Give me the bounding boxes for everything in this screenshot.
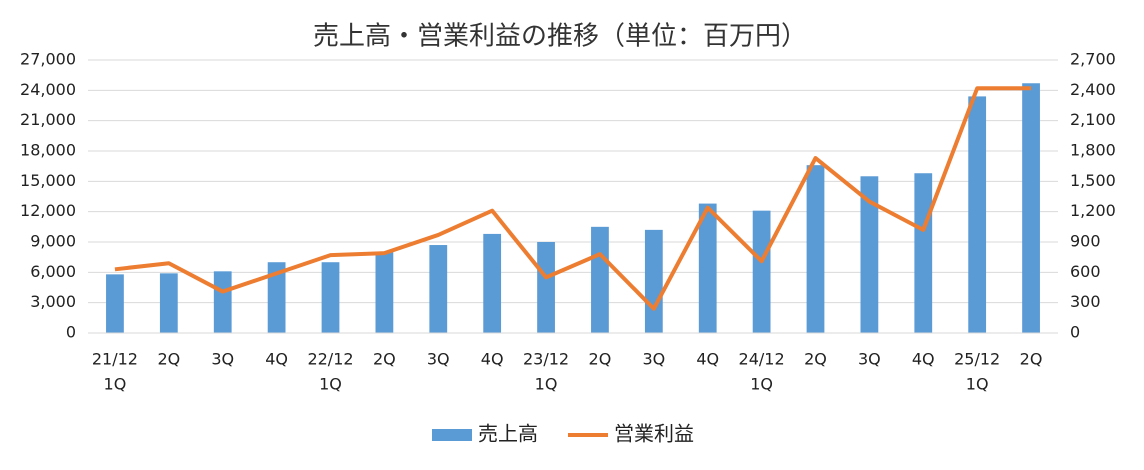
bar [429, 245, 448, 333]
y-tick-label: 15,000 [20, 171, 76, 190]
y-tick-label: 18,000 [20, 141, 76, 160]
x-tick-label: 3Q [642, 350, 665, 369]
y2-tick-label: 2,100 [1070, 110, 1116, 129]
bar [483, 233, 502, 333]
bar [106, 274, 124, 333]
y-tick-label: 9,000 [30, 232, 76, 251]
y2-tick-label: 2,700 [1070, 50, 1116, 69]
line [114, 86, 1032, 311]
y2-tick-label: 300 [1070, 292, 1101, 311]
bar [914, 173, 933, 333]
x-tick-label: 24/12 [739, 350, 785, 369]
y-tick-label: 12,000 [20, 201, 76, 220]
x-tick-label: 2Q [804, 350, 827, 369]
x-tick-label: 3Q [858, 350, 881, 369]
chart-title: 売上高・営業利益の推移（単位：百万円） [313, 22, 807, 52]
bar [968, 96, 987, 334]
x-tick-label: 23/12 [523, 350, 569, 369]
x-tick-label: 1Q [104, 375, 127, 394]
x-tick-label: 4Q [265, 350, 288, 369]
y-tick-label: 3,000 [30, 292, 76, 311]
x-tick-label: 2Q [1020, 350, 1043, 369]
y2-tick-label: 1,500 [1070, 171, 1116, 190]
y2-tick-label: 600 [1070, 262, 1101, 281]
x-tick-label: 4Q [696, 350, 719, 369]
y2-tick-label: 1,200 [1070, 201, 1116, 220]
bar [644, 229, 663, 333]
y2-tick-label: 2,400 [1070, 80, 1116, 99]
x-tick-label: 1Q [319, 375, 342, 394]
x-tick-label: 2Q [373, 350, 396, 369]
y2-tick-label: 0 [1070, 323, 1080, 342]
x-tick-label: 1Q [966, 375, 989, 394]
x-tick-label: 2Q [589, 350, 612, 369]
y2-tick-label: 1,800 [1070, 141, 1116, 160]
x-tick-label: 3Q [211, 350, 234, 369]
bar [213, 271, 232, 333]
y-tick-label: 6,000 [30, 262, 76, 281]
y2-tick-label: 900 [1070, 232, 1101, 251]
bar [321, 262, 340, 333]
bar [267, 262, 286, 333]
x-tick-label: 25/12 [954, 350, 1000, 369]
bar [159, 273, 178, 333]
x-tick-label: 2Q [157, 350, 180, 369]
legend-label: 売上高 [478, 422, 538, 446]
y-tick-label: 21,000 [20, 110, 76, 129]
x-tick-label: 21/12 [92, 350, 138, 369]
bar [752, 210, 771, 333]
x-tick-label: 22/12 [307, 350, 353, 369]
bar [375, 252, 394, 333]
legend-label: 営業利益 [614, 422, 694, 446]
y-tick-label: 27,000 [20, 50, 76, 69]
legend-swatch [432, 429, 472, 441]
x-tick-label: 4Q [481, 350, 504, 369]
bar [860, 176, 879, 333]
x-tick-label: 1Q [750, 375, 773, 394]
bar [806, 165, 825, 333]
x-tick-label: 4Q [912, 350, 935, 369]
bar [591, 226, 609, 333]
bar [1022, 83, 1040, 333]
y-tick-label: 0 [66, 323, 76, 342]
x-tick-label: 3Q [427, 350, 450, 369]
bar [698, 203, 717, 333]
x-tick-label: 1Q [535, 375, 558, 394]
y-tick-label: 24,000 [20, 80, 76, 99]
bar [537, 242, 555, 333]
